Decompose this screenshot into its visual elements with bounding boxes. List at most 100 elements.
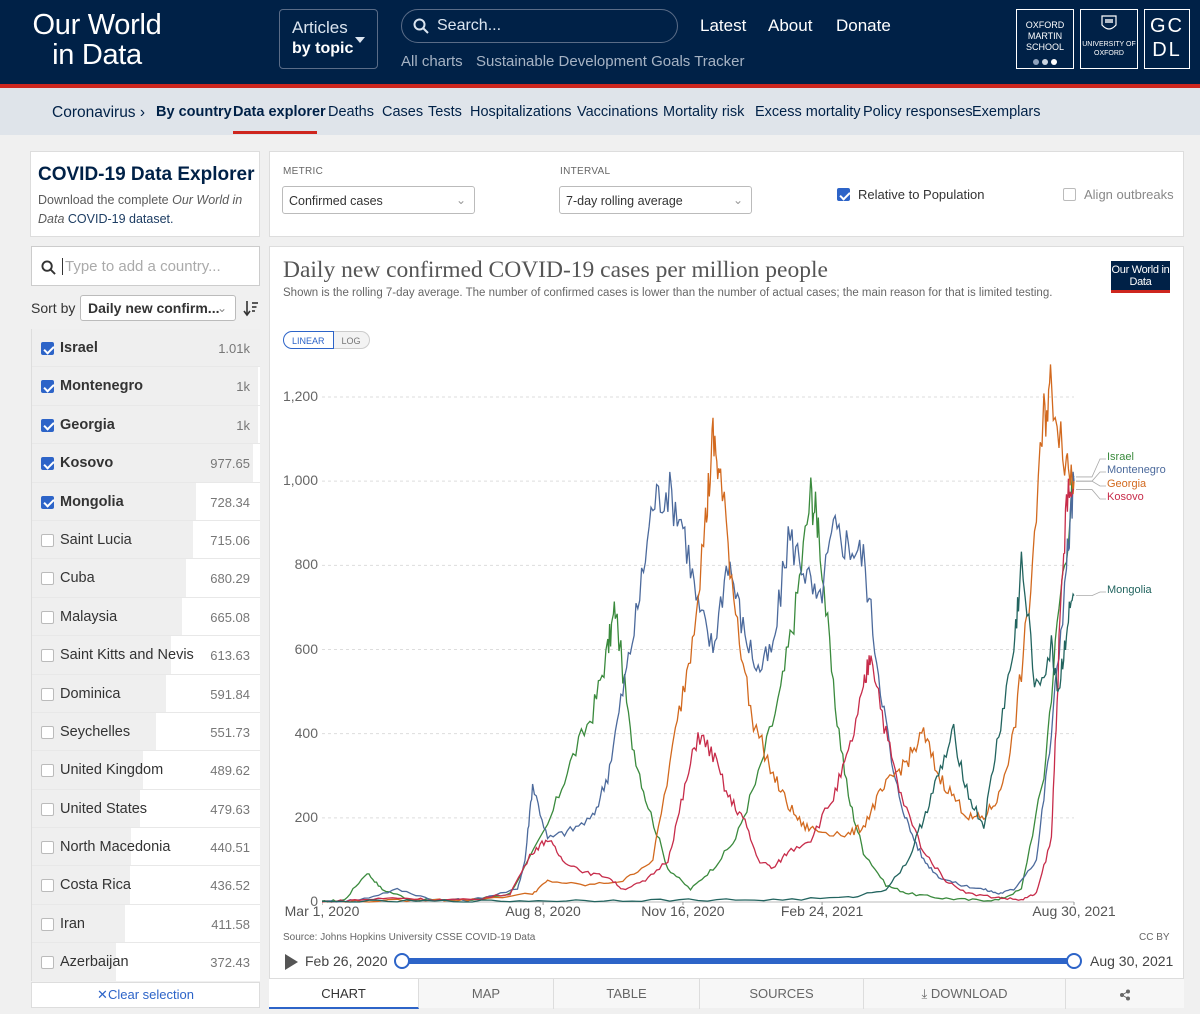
tab-chart[interactable]: CHART: [269, 979, 419, 1009]
country-row[interactable]: Saint Lucia 715.06: [32, 520, 260, 560]
clear-selection-button[interactable]: ✕Clear selection: [31, 982, 260, 1008]
checkbox-checked[interactable]: [41, 457, 54, 471]
country-row[interactable]: United States 479.63: [32, 789, 260, 829]
checkbox-unchecked[interactable]: [41, 956, 54, 970]
checkbox-unchecked[interactable]: [41, 533, 54, 547]
articles-by-topic-button[interactable]: Articles by topic: [279, 9, 378, 69]
legend-label-georgia[interactable]: Georgia: [1107, 478, 1147, 490]
timeline-slider-track[interactable]: [402, 958, 1074, 964]
country-row[interactable]: North Macedonia 440.51: [32, 828, 260, 867]
tab-map[interactable]: MAP: [419, 979, 554, 1009]
checkbox-unchecked[interactable]: [41, 687, 54, 701]
series-line-montenegro[interactable]: [322, 471, 1075, 903]
subnav-data-explorer[interactable]: Data explorer: [233, 104, 326, 120]
country-name: Saint Lucia: [60, 531, 132, 548]
university-of-oxford-logo[interactable]: UNIVERSITY OF OXFORD: [1080, 9, 1138, 69]
scale-log-button[interactable]: LOG: [333, 331, 370, 349]
country-value: 436.52: [210, 878, 250, 894]
university-of-oxford-text: UNIVERSITY OF OXFORD: [1082, 41, 1136, 57]
checkbox-unchecked[interactable]: [1063, 188, 1076, 201]
sort-by-select[interactable]: Daily new confirm... ⌄: [80, 295, 236, 321]
legend-label-israel[interactable]: Israel: [1107, 451, 1134, 463]
timeline-end-handle[interactable]: [1066, 953, 1082, 969]
country-row[interactable]: Seychelles 551.73: [32, 712, 260, 752]
subnav-tests[interactable]: Tests: [428, 104, 462, 120]
sdg-tracker-link[interactable]: Sustainable Development Goals Tracker: [476, 53, 745, 70]
country-row[interactable]: Saint Kitts and Nevis 613.63: [32, 636, 260, 675]
checkbox-checked[interactable]: [41, 342, 54, 355]
metric-select[interactable]: Confirmed cases ⌄: [282, 186, 475, 214]
legend-label-mongolia[interactable]: Mongolia: [1107, 584, 1152, 596]
country-row[interactable]: Cuba 680.29: [32, 559, 260, 598]
series-line-mongolia[interactable]: [322, 551, 1075, 903]
chart-source[interactable]: Source: Johns Hopkins University CSSE CO…: [283, 932, 536, 943]
country-name: North Macedonia: [60, 839, 171, 856]
subnav-excess-mortality[interactable]: Excess mortality: [755, 104, 861, 120]
legend-label-montenegro[interactable]: Montenegro: [1107, 464, 1166, 476]
checkbox-checked[interactable]: [41, 380, 54, 394]
site-logo[interactable]: Our World in Data: [32, 9, 162, 71]
subnav-coronavirus[interactable]: Coronavirus ›: [52, 104, 146, 121]
subnav-vaccinations[interactable]: Vaccinations: [577, 104, 659, 120]
checkbox-unchecked[interactable]: [41, 879, 54, 893]
tab-sources[interactable]: SOURCES: [700, 979, 864, 1009]
nav-donate[interactable]: Donate: [836, 16, 891, 35]
country-row[interactable]: Kosovo 977.65: [32, 444, 260, 483]
subnav-cases[interactable]: Cases: [382, 104, 424, 120]
license-label[interactable]: CC BY: [1139, 932, 1170, 943]
checkbox-checked[interactable]: [41, 418, 54, 432]
country-search-input[interactable]: Type to add a country...: [31, 246, 260, 286]
tab-table[interactable]: TABLE: [554, 979, 700, 1009]
subnav-mortality-risk[interactable]: Mortality risk: [663, 104, 745, 120]
checkbox-unchecked[interactable]: [41, 917, 54, 931]
checkbox-unchecked[interactable]: [41, 572, 54, 586]
dataset-link[interactable]: COVID-19 dataset.: [67, 212, 174, 226]
series-line-georgia[interactable]: [322, 364, 1075, 903]
y-tick-label: 1,200: [282, 388, 318, 404]
subnav-by-country[interactable]: By country: [156, 104, 232, 120]
country-row[interactable]: Israel 1.01k: [32, 329, 260, 368]
gcdl-logo[interactable]: GCDL: [1144, 9, 1190, 69]
series-line-kosovo[interactable]: [322, 478, 1075, 903]
articles-label: Articles: [292, 18, 348, 37]
scale-linear-button[interactable]: LINEAR: [283, 331, 334, 349]
chart-card: [269, 246, 1184, 1008]
sort-order-icon[interactable]: [243, 299, 259, 317]
nav-latest[interactable]: Latest: [700, 16, 747, 35]
checkbox-unchecked[interactable]: [41, 841, 54, 855]
country-row[interactable]: Mongolia 728.34: [32, 482, 260, 521]
interval-select[interactable]: 7-day rolling average ⌄: [559, 186, 752, 214]
tab-download[interactable]: ⤓ DOWNLOAD: [864, 979, 1066, 1009]
country-row[interactable]: Iran 411.58: [32, 904, 260, 944]
subnav-exemplars[interactable]: Exemplars: [972, 104, 1041, 120]
checkbox-unchecked[interactable]: [41, 764, 54, 778]
checkbox-unchecked[interactable]: [41, 725, 54, 739]
oxford-martin-logo[interactable]: OXFORD MARTIN SCHOOL: [1016, 9, 1074, 69]
legend-connector: [1076, 489, 1106, 500]
country-row[interactable]: Montenegro 1k: [32, 367, 260, 406]
country-row[interactable]: Malaysia 665.08: [32, 597, 260, 637]
country-row[interactable]: United Kingdom 489.62: [32, 751, 260, 790]
country-row[interactable]: Costa Rica 436.52: [32, 866, 260, 905]
all-charts-link[interactable]: All charts: [401, 53, 463, 70]
checkbox-checked[interactable]: [41, 495, 54, 509]
checkbox-unchecked[interactable]: [41, 649, 54, 663]
play-icon[interactable]: [285, 954, 298, 970]
tab-share[interactable]: [1066, 979, 1184, 1009]
subnav-policy-responses[interactable]: Policy responses: [863, 104, 973, 120]
owid-logo-badge[interactable]: Our World in Data: [1111, 261, 1170, 293]
series-line-israel[interactable]: [322, 473, 1075, 903]
country-row[interactable]: Dominica 591.84: [32, 674, 260, 713]
legend-label-kosovo[interactable]: Kosovo: [1107, 491, 1144, 503]
checkbox-checked[interactable]: [837, 188, 850, 201]
nav-about[interactable]: About: [768, 16, 813, 35]
country-row[interactable]: Azerbaijan 372.43: [32, 943, 260, 981]
subnav-deaths[interactable]: Deaths: [328, 104, 374, 120]
y-tick-label: 1,000: [282, 472, 318, 489]
timeline-start-handle[interactable]: [394, 953, 410, 969]
checkbox-unchecked[interactable]: [41, 802, 54, 816]
country-row[interactable]: Georgia 1k: [32, 405, 260, 445]
site-search-input[interactable]: Search...: [401, 9, 678, 43]
checkbox-unchecked[interactable]: [41, 610, 54, 624]
subnav-hospitalizations[interactable]: Hospitalizations: [470, 104, 572, 120]
